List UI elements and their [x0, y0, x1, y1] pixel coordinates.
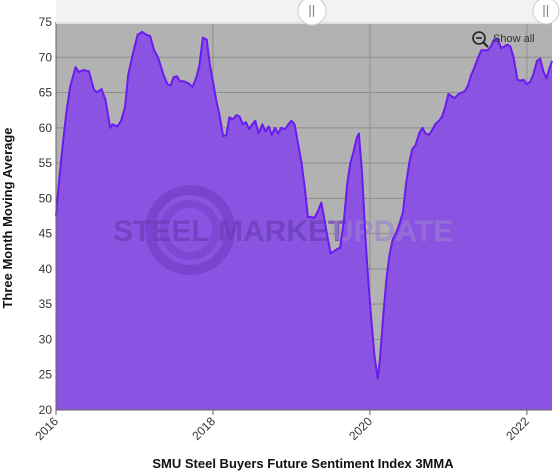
y-tick-label: 60 [39, 121, 53, 135]
y-tick-label: 20 [39, 403, 53, 417]
y-tick-label: 55 [39, 156, 53, 170]
area-fill [56, 31, 552, 411]
zoom-out-icon [472, 31, 489, 48]
y-tick-label: 25 [39, 368, 53, 382]
series-line-path [55, 30, 553, 380]
drag-handle-icon [309, 5, 315, 17]
range-navigator-shadow [56, 22, 549, 24]
x-axis-title: SMU Steel Buyers Future Sentiment Index … [152, 456, 454, 471]
watermark: STEEL MARKET UPDATE [113, 185, 453, 275]
y-tick-label: 50 [39, 191, 53, 205]
y-axis: 20 25 30 35 40 45 50 55 60 65 70 75 [39, 15, 57, 417]
range-navigator[interactable] [56, 0, 560, 26]
range-handle-left[interactable] [297, 0, 327, 26]
y-tick-label: 45 [39, 227, 53, 241]
x-tick-label: 2018 [189, 414, 218, 443]
range-handle-right[interactable] [532, 0, 560, 25]
y-tick-label: 75 [39, 15, 53, 29]
x-tick-label: 2022 [503, 414, 532, 443]
y-axis-title: Three Month Moving Average [0, 127, 15, 308]
series-line [55, 30, 553, 380]
show-all-label[interactable]: Show all [493, 33, 535, 45]
y-tick-label: 40 [39, 262, 53, 276]
x-axis: 2016 2018 2020 2022 [32, 409, 552, 443]
y-tick-label: 70 [39, 50, 53, 64]
x-tick-label: 2020 [346, 414, 375, 443]
drag-handle-icon [543, 5, 549, 17]
y-tick-label: 65 [39, 86, 53, 100]
x-tick-label: 2016 [32, 414, 61, 443]
show-all-button[interactable]: Show all [472, 31, 535, 48]
y-tick-label: 30 [39, 332, 53, 346]
watermark-text-steel: STEEL [113, 215, 210, 248]
watermark-logo-icon [145, 185, 235, 275]
y-tick-label: 35 [39, 297, 53, 311]
series-area [56, 31, 552, 411]
